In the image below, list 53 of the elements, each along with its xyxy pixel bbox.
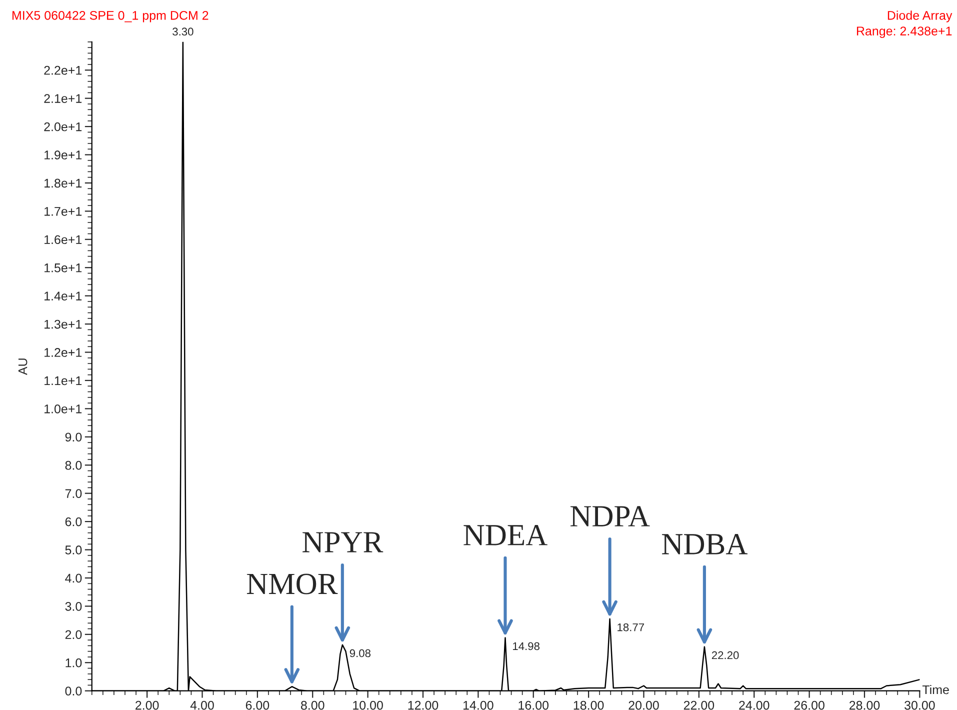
annotation: 3.30: [172, 28, 194, 36]
y-tick-label: 1.0e+1: [44, 404, 82, 414]
x-tick-label: 8.00: [301, 700, 324, 710]
x-tick-label: 12.00: [408, 700, 438, 710]
annotation: 14.98: [513, 642, 540, 650]
y-tick-label: 1.9e+1: [44, 150, 82, 160]
y-tick-label: 2.0e+1: [44, 122, 82, 132]
annotation: NDPA: [570, 506, 650, 526]
x-axis-title: Time: [922, 685, 949, 694]
y-tick-label: 4.0: [65, 574, 82, 583]
y-tick-label: 1.0: [66, 658, 82, 668]
annotation: NDEA: [464, 524, 548, 546]
x-tick-label: 10.00: [353, 700, 383, 710]
annotation: NMOR: [246, 574, 338, 594]
x-tick-label: 4.00: [190, 700, 214, 710]
y-tick-label: 9.0: [65, 432, 82, 442]
y-tick-label: 1.1e+1: [44, 376, 82, 386]
y-tick-label: 5.0: [65, 546, 82, 554]
y-tick-label: 0.0: [65, 686, 82, 696]
y-tick-label: 1.8e+1: [44, 178, 82, 188]
x-tick-label: 16.00: [518, 700, 549, 710]
annotation: 9.08: [350, 649, 371, 658]
y-tick-label: 7.0: [65, 489, 82, 498]
y-tick-label: 2.2e+1: [44, 66, 82, 75]
y-tick-label: 1.4e+1: [44, 292, 82, 300]
chart-title: MIX5 060422 SPE 0_1 ppm DCM 2: [12, 10, 208, 22]
x-tick-label: 30.00: [904, 700, 935, 710]
annotation: NDBA: [662, 534, 748, 554]
text: Range: 2.438e+1: [856, 26, 952, 38]
annotation: 18.77: [618, 623, 644, 632]
x-tick-label: 28.00: [849, 700, 880, 710]
x-tick-label: 20.00: [628, 700, 659, 710]
y-tick-label: 1.3e+1: [44, 320, 82, 329]
x-tick-label: 18.00: [574, 700, 604, 710]
y-tick-label: 1.5e+1: [44, 264, 82, 272]
annotation: NPYR: [302, 532, 384, 552]
y-tick-label: 1.7e+1: [44, 207, 82, 216]
y-tick-label: 1.6e+1: [44, 235, 82, 244]
y-tick-label: 6.0: [65, 517, 82, 526]
y-tick-label: 2.1e+1: [44, 94, 82, 103]
annotation: 22.20: [712, 651, 739, 660]
x-tick-label: 22.00: [684, 700, 714, 710]
x-tick-label: 14.00: [463, 700, 494, 710]
y-axis-title: AU: [18, 358, 28, 376]
y-tick-label: 1.2e+1: [44, 348, 82, 357]
x-tick-label: 24.00: [739, 700, 770, 710]
x-tick-label: 6.00: [246, 700, 270, 710]
y-tick-label: 3.0: [65, 602, 82, 611]
x-tick-label: 26.00: [794, 700, 824, 710]
x-tick-label: 2.00: [136, 700, 159, 710]
y-tick-label: 8.0: [65, 460, 82, 470]
text: Diode Array: [888, 10, 952, 22]
y-tick-label: 2.0: [65, 630, 82, 640]
